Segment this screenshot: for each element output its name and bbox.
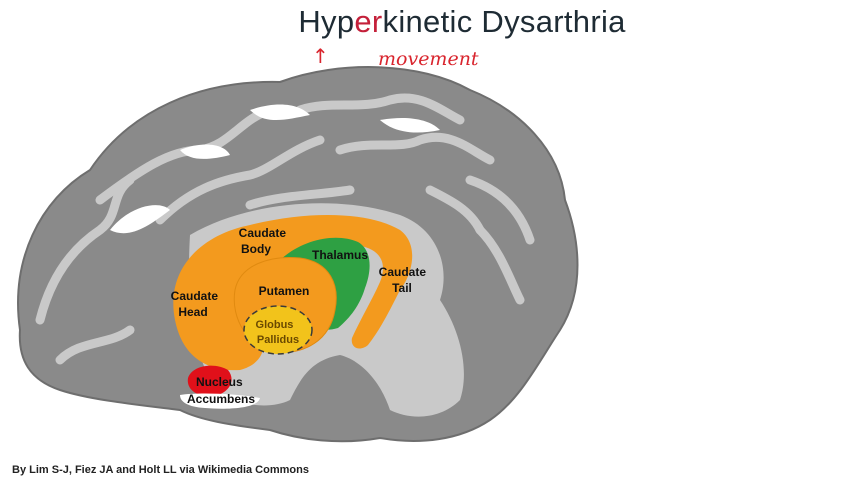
nucleus-accumbens [187,365,232,397]
label-thalamus: Thalamus [312,248,368,262]
title-highlight: er [354,4,383,39]
accumbens-label-bg [180,393,260,409]
caudate-nucleus [173,214,413,371]
globus-pallidus [243,305,313,355]
title-before: Hyp [298,4,355,39]
page-title: Hyperkinetic Dysarthria [0,4,864,40]
label-caudate-tail: Caudate Tail [379,265,430,295]
sulci-highlights [110,104,440,234]
label-nucleus-accumbens: Nucleus Accumbens [187,375,255,406]
label-putamen: Putamen [259,284,310,298]
image-credit: By Lim S-J, Fiez JA and Holt LL via Wiki… [12,464,309,476]
label-caudate-head: Caudate Head [171,289,222,319]
title-after: kinetic Dysarthria [382,4,626,39]
label-caudate-body: Caudate Body [239,226,290,256]
handwritten-annotation: movement [378,48,479,70]
up-arrow-annotation: ↑ [312,44,329,68]
label-globus-pallidus: Globus Pallidus [256,319,300,346]
